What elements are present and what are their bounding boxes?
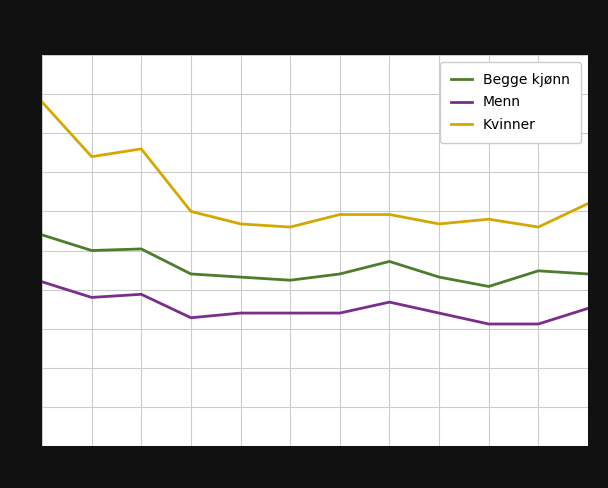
Begge kjønn [286, 277, 294, 283]
Begge kjønn [38, 232, 46, 238]
Begge kjønn [485, 284, 492, 289]
Kvinner [38, 99, 46, 105]
Kvinner [88, 154, 95, 160]
Menn [584, 305, 592, 311]
Kvinner [485, 216, 492, 222]
Begge kjønn [584, 271, 592, 277]
Kvinner [237, 221, 244, 227]
Kvinner [336, 212, 344, 218]
Kvinner [584, 201, 592, 206]
Begge kjønn [187, 271, 195, 277]
Menn [237, 310, 244, 316]
Menn [187, 315, 195, 321]
Legend: Begge kjønn, Menn, Kvinner: Begge kjønn, Menn, Kvinner [440, 62, 581, 143]
Begge kjønn [435, 274, 443, 280]
Begge kjønn [137, 246, 145, 252]
Begge kjønn [386, 259, 393, 264]
Menn [534, 321, 542, 327]
Menn [38, 279, 46, 285]
Menn [336, 310, 344, 316]
Menn [88, 294, 95, 300]
Begge kjønn [534, 268, 542, 274]
Kvinner [187, 208, 195, 214]
Kvinner [435, 221, 443, 227]
Kvinner [286, 224, 294, 230]
Menn [286, 310, 294, 316]
Menn [485, 321, 492, 327]
Menn [435, 310, 443, 316]
Kvinner [386, 212, 393, 218]
Menn [386, 299, 393, 305]
Line: Begge kjønn: Begge kjønn [42, 235, 588, 286]
Begge kjønn [336, 271, 344, 277]
Begge kjønn [237, 274, 244, 280]
Line: Kvinner: Kvinner [42, 102, 588, 227]
Kvinner [534, 224, 542, 230]
Line: Menn: Menn [42, 282, 588, 324]
Begge kjønn [88, 247, 95, 253]
Menn [137, 291, 145, 297]
Kvinner [137, 146, 145, 152]
